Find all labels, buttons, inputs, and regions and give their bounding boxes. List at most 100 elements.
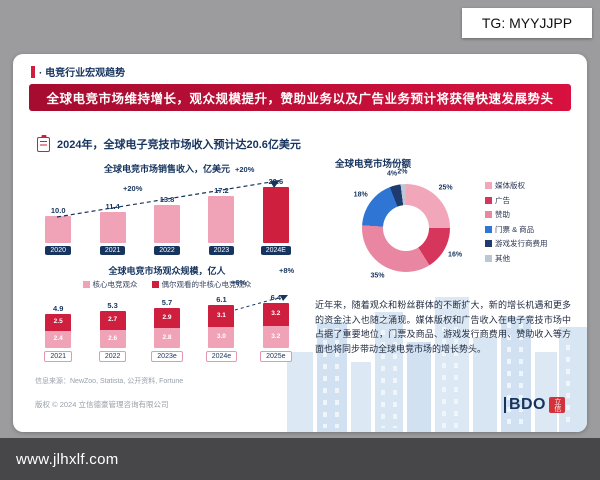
stacked-bar: 3.2 3.2	[262, 303, 289, 348]
revenue-chart-bars: 10.0 2020 11.4 2021 13.8 2022 17.2 2023 20.6 2024…	[27, 177, 307, 255]
bar-segment: 3.2	[262, 303, 289, 326]
market-share-chart: 25% 16% 35% 18% 4% 2%	[331, 168, 481, 292]
segment-value: 2.7	[108, 316, 118, 324]
year-label: 2023e	[151, 351, 183, 362]
revenue-bar	[99, 211, 126, 243]
audience-chart-title: 全球电竞市场观众规模，亿人	[108, 266, 226, 276]
legend-item: 核心电竞观众	[82, 279, 138, 290]
bdo-logo-text: BDO	[508, 396, 546, 413]
bar-total-value: 6.1	[216, 295, 227, 305]
legend-label: 媒体版权	[495, 181, 525, 190]
legend-swatch	[82, 281, 90, 288]
year-label: 2025e	[260, 351, 292, 362]
headline-banner: 全球电竞市场维持增长，观众规模提升，赞助业务以及广告业务预计将获得快速发展势头	[29, 84, 571, 111]
bar-value: 11.4	[105, 201, 120, 211]
bar-area: 10.0	[31, 177, 85, 243]
year-label: 2022	[154, 246, 180, 255]
slice-percent-label: 35%	[370, 272, 385, 280]
presentation-slide: · 电竞行业宏观趋势 全球电竞市场维持增长，观众规模提升，赞助业务以及广告业务预…	[13, 54, 587, 432]
segment-value: 2.9	[162, 314, 172, 321]
legend-label: 赞助	[495, 210, 510, 219]
bar-area: 6.1 3.1 3.0	[194, 292, 248, 348]
bar-column: 10.0 2020	[31, 177, 85, 255]
bar-value: 13.8	[159, 195, 175, 205]
audience-legend: 核心电竞观众 偶尔观看的非核心电竞观众	[27, 279, 307, 290]
slice-percent-label: 18%	[353, 191, 368, 199]
legend-label: 游戏发行商费用	[495, 239, 548, 248]
segment-value: 2.8	[162, 333, 172, 341]
year-label: 2022	[98, 351, 127, 362]
legend-swatch	[485, 182, 492, 189]
headline-text: 全球电竞市场维持增长，观众规模提升，赞助业务以及广告业务预计将获得快速发展势头	[46, 92, 554, 106]
year-label: 2023	[208, 246, 235, 255]
bar-segment: 3.2	[262, 325, 289, 348]
market-share-donut	[362, 184, 450, 272]
year-label: 2024E	[260, 246, 291, 255]
growth-label: +20%	[235, 165, 255, 174]
section-tag-label: · 电竞行业宏观趋势	[39, 68, 126, 79]
bar-area: 20.6	[249, 177, 303, 243]
bar-column: 4.9 2.5 2.4 2021	[31, 292, 85, 362]
legend-item: 广告	[485, 195, 548, 206]
revenue-chart: 全球电竞市场销售收入，亿美元 10.0 2020 11.4 2021 13.8 2022 1…	[27, 162, 307, 258]
revenue-bar	[154, 205, 181, 243]
bdo-logo-bar	[503, 397, 506, 413]
copyright-line: 版权 © 2024 立信德豪管理咨询有限公司	[35, 400, 169, 409]
legend-item: 游戏发行商费用	[485, 238, 548, 249]
revenue-bar	[208, 195, 235, 243]
segment-value: 3.2	[271, 332, 281, 340]
bar-area: 6.4 3.2 3.2	[249, 292, 303, 348]
legend-swatch	[485, 196, 492, 204]
bar-column: 5.3 2.7 2.6 2022	[85, 292, 139, 362]
section-tag: · 电竞行业宏观趋势	[31, 64, 125, 79]
legend-item: 偶尔观看的非核心电竞观众	[151, 279, 252, 290]
legend-item: 赞助	[485, 209, 548, 220]
bar-column: 13.8 2022	[140, 177, 194, 255]
bar-segment: 2.5	[45, 313, 72, 332]
revenue-bar	[45, 215, 72, 243]
section-tag-marker	[31, 65, 35, 78]
slice-percent-label: 25%	[438, 184, 453, 192]
bar-total-value: 5.3	[107, 300, 118, 310]
legend-item: 媒体版权	[485, 180, 548, 191]
bar-segment: 2.6	[99, 329, 126, 348]
slice-percent-label: 4%	[387, 170, 398, 178]
segment-value: 2.4	[53, 335, 63, 343]
bar-segment: 2.4	[45, 331, 72, 348]
legend-swatch	[485, 254, 492, 262]
bar-area: 5.7 2.9 2.8	[140, 292, 194, 348]
year-label: 2021	[99, 246, 126, 255]
bar-total-value: 6.4	[270, 293, 282, 303]
segment-value: 3.0	[216, 333, 226, 341]
revenue-chart-title: 全球电竞市场销售收入，亿美元	[103, 164, 230, 174]
legend-label: 核心电竞观众	[92, 280, 138, 289]
commentary-text: 近年来，随着观众和粉丝群体的不断扩大，新的增长机遇和更多的资金注入也随之涌现。媒…	[315, 300, 571, 354]
bar-area: 5.3 2.7 2.6	[85, 292, 139, 348]
legend-label: 偶尔观看的非核心电竞观众	[161, 280, 252, 289]
year-label: 2021	[44, 351, 72, 362]
growth-label: +6%	[231, 278, 247, 287]
bar-value: 17.2	[214, 185, 229, 195]
legend-label: 门票 & 商品	[495, 224, 535, 234]
segment-value: 3.2	[271, 310, 281, 318]
stacked-bar: 2.5 2.4	[45, 313, 72, 348]
year-label: 2024e	[205, 351, 238, 362]
bar-segment: 2.8	[154, 328, 181, 348]
revenue-bar	[262, 187, 289, 243]
stacked-bar: 3.1 3.0	[208, 305, 235, 348]
legend-item: 门票 & 商品	[485, 224, 548, 235]
bdo-logo-seal: 立信	[549, 397, 565, 413]
clipboard-icon	[37, 136, 50, 152]
growth-label: +8%	[279, 266, 295, 275]
city-skyline-graphic	[287, 297, 587, 432]
key-point-text: 2024年，全球电子竞技市场收入预计达20.6亿美元	[57, 139, 301, 151]
slice-percent-label: 2%	[397, 168, 408, 176]
legend-swatch	[485, 240, 492, 247]
growth-label: +20%	[123, 184, 143, 193]
tg-badge-text: TG: MYYJJPP	[481, 15, 573, 31]
bar-area: 4.9 2.5 2.4	[31, 292, 85, 348]
bar-column: 6.4 3.2 3.2 2025e	[249, 292, 303, 362]
legend-swatch	[485, 225, 492, 233]
bar-area: 17.2	[194, 177, 248, 243]
